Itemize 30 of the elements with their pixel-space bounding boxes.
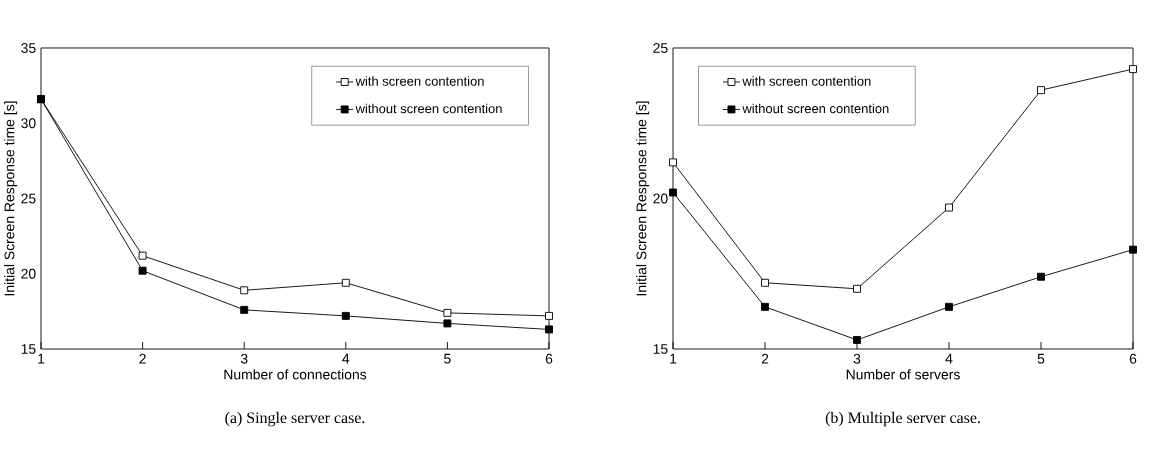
x-tick-label: 6 — [545, 353, 553, 364]
x-tick-label: 5 — [1037, 353, 1045, 364]
x-tick-label: 4 — [342, 353, 350, 364]
y-tick-label: 20 — [21, 268, 36, 279]
x-tick-label: 5 — [444, 353, 451, 364]
x-tick-label: 4 — [945, 353, 953, 364]
x-tick-label: 6 — [1129, 353, 1137, 364]
legend-label: without screen contention — [355, 103, 502, 114]
y-tick-label: 30 — [21, 118, 36, 129]
x-axis-title: Number of connections — [224, 369, 367, 380]
y-tick-label: 20 — [653, 193, 668, 204]
y-axis-title: Initial Screen Response time [s] — [4, 101, 18, 296]
legend-label: without screen contention — [742, 103, 889, 114]
text: (a) Single server case. — [225, 411, 365, 427]
y-tick-label: 25 — [653, 43, 668, 53]
x-tick-label: 1 — [38, 353, 45, 364]
y-tick-label: 25 — [21, 193, 36, 204]
x-tick-label: 3 — [853, 353, 861, 364]
x-axis-title: Number of servers — [846, 369, 960, 380]
x-tick-label: 3 — [240, 353, 248, 364]
x-tick-label: 2 — [761, 353, 769, 364]
y-tick-label: 15 — [653, 344, 668, 354]
legend-label: with screen contention — [355, 76, 484, 86]
y-tick-label: 35 — [21, 43, 36, 53]
text: (b) Multiple server case. — [825, 411, 980, 427]
y-axis-title: Initial Screen Response time [s] — [636, 101, 650, 296]
y-tick-label: 15 — [21, 344, 36, 354]
x-tick-label: 1 — [670, 353, 677, 364]
legend-label: with screen contention — [742, 76, 871, 86]
x-tick-label: 2 — [139, 353, 146, 364]
